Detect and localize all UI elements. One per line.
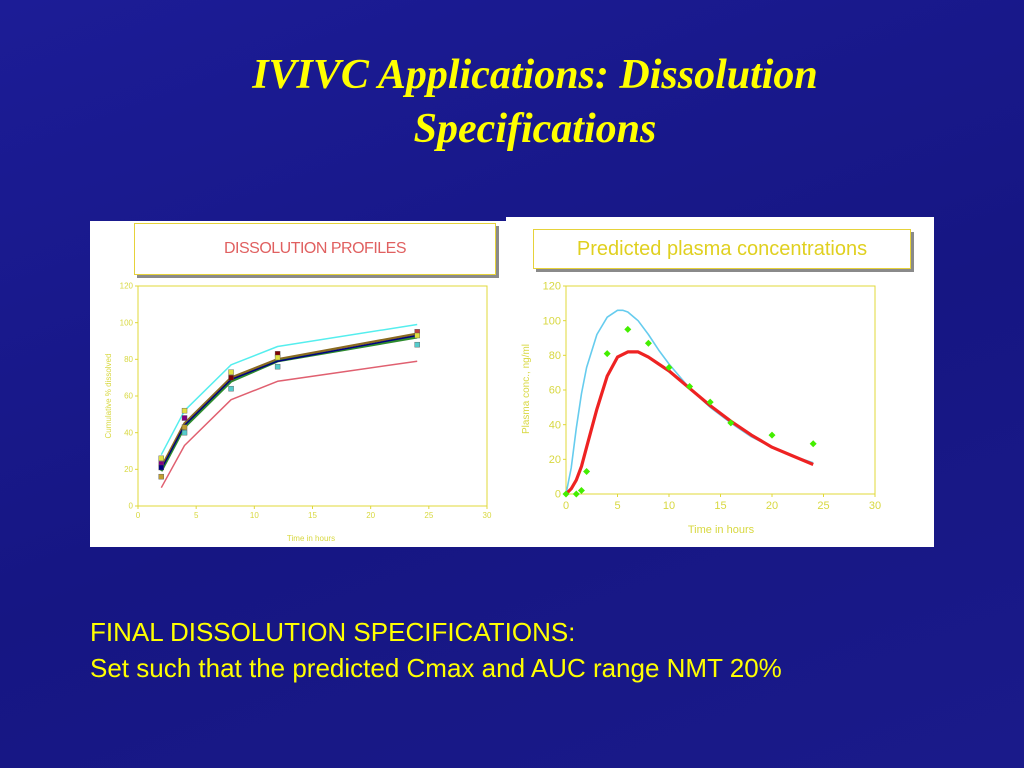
dissolution-data-point bbox=[228, 385, 234, 392]
slide-title-line1: IVIVC Applications: Dissolution bbox=[252, 52, 818, 98]
dissolution-data-point bbox=[158, 464, 164, 471]
dissolution-x-tick-label: 25 bbox=[424, 511, 433, 520]
plasma-data-point bbox=[706, 398, 714, 406]
plasma-x-tick-label: 5 bbox=[614, 500, 620, 512]
plasma-chart-svg: Plasma conc., ng/ml Time in hours 0 20 40 6… bbox=[521, 281, 881, 536]
plasma-data-point bbox=[768, 431, 776, 439]
plasma-series-line-2 bbox=[564, 350, 814, 496]
plasma-data-point bbox=[577, 487, 585, 495]
plasma-x-tick-label: 10 bbox=[663, 500, 675, 512]
dissolution-y-tick-label: 120 bbox=[120, 282, 134, 291]
plasma-y-tick-label: 20 bbox=[549, 454, 561, 466]
dissolution-y-tick-label: 80 bbox=[124, 355, 133, 364]
plasma-x-tick-label: 0 bbox=[563, 500, 569, 512]
plasma-data-point bbox=[603, 350, 611, 358]
dissolution-chart-title: DISSOLUTION PROFILES bbox=[134, 223, 496, 275]
dissolution-y-tick-label: 0 bbox=[129, 502, 134, 511]
dissolution-x-tick-label: 20 bbox=[366, 511, 375, 520]
plasma-y-tick-label: 80 bbox=[549, 350, 561, 362]
spec-body: Set such that the predicted Cmax and AUC… bbox=[90, 653, 782, 683]
dissolution-series-line-4 bbox=[160, 334, 418, 470]
slide-title-line2: Specifications bbox=[413, 106, 657, 152]
plasma-y-tick-label: 120 bbox=[543, 281, 561, 293]
dissolution-data-point bbox=[181, 415, 188, 421]
plasma-concentration-chart: Plasma conc., ng/ml Time in hours 0 20 40 6… bbox=[506, 217, 934, 547]
plasma-data-point bbox=[624, 325, 632, 333]
dissolution-data-point bbox=[158, 455, 164, 462]
plasma-data-point bbox=[572, 490, 580, 498]
dissolution-series-line-1 bbox=[160, 323, 418, 456]
plasma-x-tick-label: 15 bbox=[714, 500, 726, 512]
plasma-plot-frame bbox=[565, 285, 876, 495]
plasma-y-tick-label: 100 bbox=[543, 315, 561, 327]
dissolution-series-line-2 bbox=[160, 332, 418, 469]
dissolution-data-point bbox=[181, 407, 188, 414]
dissolution-data-point bbox=[158, 473, 164, 480]
dissolution-data-point bbox=[274, 363, 281, 370]
plasma-x-tick-label: 20 bbox=[766, 500, 778, 512]
dissolution-y-axis-label: Cumulative % dissolved bbox=[104, 354, 113, 439]
dissolution-y-tick-label: 100 bbox=[120, 318, 134, 327]
dissolution-data-point bbox=[414, 332, 420, 339]
dissolution-series-line-5 bbox=[160, 360, 418, 489]
plasma-data-point bbox=[809, 440, 817, 448]
plasma-chart-title: Predicted plasma concentrations bbox=[533, 229, 911, 269]
spec-heading: FINAL DISSOLUTION SPECIFICATIONS: bbox=[90, 617, 576, 647]
specification-text: FINAL DISSOLUTION SPECIFICATIONS: Set su… bbox=[90, 614, 1010, 686]
dissolution-data-point bbox=[274, 354, 281, 361]
plasma-y-axis-label: Plasma conc., ng/ml bbox=[521, 344, 532, 434]
dissolution-x-tick-label: 5 bbox=[194, 511, 199, 520]
dissolution-y-tick-label: 40 bbox=[124, 428, 133, 437]
plasma-series-line-1 bbox=[565, 309, 814, 495]
plasma-y-tick-label: 60 bbox=[549, 385, 561, 397]
dissolution-data-point bbox=[228, 369, 234, 375]
dissolution-data-point bbox=[414, 341, 420, 348]
dissolution-x-tick-label: 30 bbox=[483, 511, 492, 520]
dissolution-plot-frame bbox=[137, 285, 488, 507]
dissolution-profiles-chart: Cumulative % dissolved Time in hours 0 20… bbox=[90, 221, 506, 547]
dissolution-data-point bbox=[181, 424, 188, 430]
dissolution-chart-svg: Cumulative % dissolved Time in hours 0 20… bbox=[104, 282, 492, 543]
dissolution-y-tick-label: 60 bbox=[124, 392, 133, 401]
plasma-data-point bbox=[686, 383, 694, 391]
dissolution-y-tick-label: 20 bbox=[124, 465, 133, 474]
plasma-data-point bbox=[644, 339, 652, 347]
plasma-data-point bbox=[727, 419, 735, 427]
plasma-x-tick-label: 25 bbox=[817, 500, 829, 512]
plasma-x-tick-label: 30 bbox=[869, 500, 881, 512]
slide-title: IVIVC Applications: Dissolution Specific… bbox=[90, 48, 980, 156]
dissolution-x-tick-label: 10 bbox=[250, 511, 259, 520]
plasma-y-tick-label: 0 bbox=[555, 489, 561, 501]
plasma-data-point bbox=[665, 363, 673, 371]
dissolution-data-point bbox=[181, 429, 188, 436]
plasma-x-axis-label: Time in hours bbox=[688, 524, 755, 536]
plasma-y-tick-label: 40 bbox=[549, 419, 561, 431]
dissolution-x-tick-label: 0 bbox=[136, 511, 141, 520]
dissolution-x-tick-label: 15 bbox=[308, 511, 317, 520]
dissolution-data-point bbox=[228, 374, 234, 381]
plasma-data-point bbox=[583, 467, 591, 475]
dissolution-x-axis-label: Time in hours bbox=[287, 534, 335, 543]
plasma-data-point bbox=[562, 490, 570, 498]
